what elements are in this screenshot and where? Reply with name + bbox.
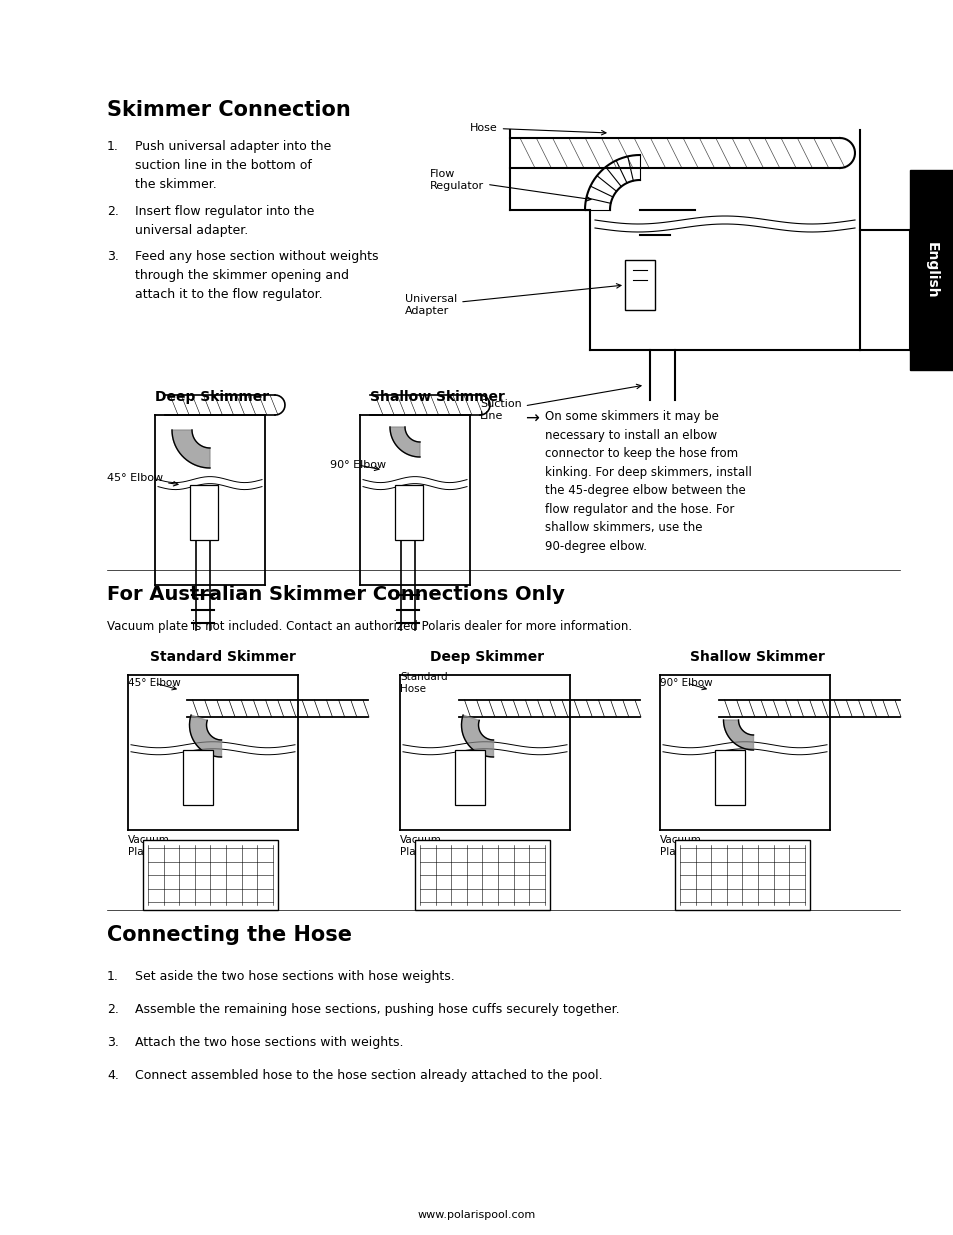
Text: 90° Elbow: 90° Elbow (659, 678, 712, 689)
Text: Shallow Skimmer: Shallow Skimmer (370, 390, 504, 404)
Text: 1.: 1. (107, 140, 119, 153)
Bar (190, 485, 218, 540)
Bar (415, 840, 550, 910)
Bar (143, 840, 277, 910)
Text: Insert flow regulator into the
universal adapter.: Insert flow regulator into the universal… (135, 205, 314, 237)
Text: For Australian Skimmer Connections Only: For Australian Skimmer Connections Only (107, 585, 564, 604)
Bar (183, 750, 213, 805)
Text: 3.: 3. (107, 1036, 119, 1049)
Text: 45° Elbow: 45° Elbow (128, 678, 180, 690)
Text: Feed any hose section without weights
through the skimmer opening and
attach it : Feed any hose section without weights th… (135, 249, 378, 301)
Text: 90° Elbow: 90° Elbow (330, 459, 386, 471)
Text: 3.: 3. (107, 249, 119, 263)
Bar (714, 750, 744, 805)
Text: Shallow Skimmer: Shallow Skimmer (689, 650, 824, 664)
Text: Vacuum plate is not included. Contact an authorized Polaris dealer for more info: Vacuum plate is not included. Contact an… (107, 620, 632, 634)
Polygon shape (461, 715, 493, 757)
Text: www.polarispool.com: www.polarispool.com (417, 1210, 536, 1220)
Text: English: English (924, 242, 938, 299)
Text: 2.: 2. (107, 205, 119, 219)
Polygon shape (190, 715, 221, 757)
Text: Push universal adapter into the
suction line in the bottom of
the skimmer.: Push universal adapter into the suction … (135, 140, 331, 191)
Text: Universal
Adapter: Universal Adapter (405, 284, 620, 316)
Bar (395, 485, 422, 540)
Text: Vacuum
Plate: Vacuum Plate (659, 835, 701, 857)
Text: On some skimmers it may be
necessary to install an elbow
connector to keep the h: On some skimmers it may be necessary to … (544, 410, 751, 552)
Polygon shape (390, 427, 419, 457)
Text: →: → (524, 410, 538, 429)
Text: Flow
Regulator: Flow Regulator (430, 169, 591, 201)
Text: Vacuum
Plate: Vacuum Plate (128, 835, 170, 857)
Text: Connect assembled hose to the hose section already attached to the pool.: Connect assembled hose to the hose secti… (135, 1070, 602, 1082)
Text: Connecting the Hose: Connecting the Hose (107, 925, 352, 945)
Text: 2.: 2. (107, 1003, 119, 1016)
Text: Attach the two hose sections with weights.: Attach the two hose sections with weight… (135, 1036, 403, 1049)
Text: Hose: Hose (470, 124, 605, 135)
Text: Deep Skimmer: Deep Skimmer (154, 390, 269, 404)
Text: Standard Skimmer: Standard Skimmer (150, 650, 295, 664)
Text: 1.: 1. (107, 969, 119, 983)
Text: Set aside the two hose sections with hose weights.: Set aside the two hose sections with hos… (135, 969, 455, 983)
Bar (624, 261, 655, 310)
Polygon shape (172, 430, 210, 468)
Text: Deep Skimmer: Deep Skimmer (430, 650, 543, 664)
Text: 45° Elbow: 45° Elbow (107, 473, 178, 485)
Text: Suction
Line: Suction Line (479, 384, 640, 421)
Text: 4.: 4. (107, 1070, 119, 1082)
Bar (675, 840, 809, 910)
Bar (455, 750, 484, 805)
Text: Standard
Hose: Standard Hose (399, 672, 447, 694)
Bar (909, 170, 953, 370)
Polygon shape (722, 720, 753, 750)
Text: Vacuum
Plate: Vacuum Plate (399, 835, 441, 857)
Text: Skimmer Connection: Skimmer Connection (107, 100, 351, 120)
Text: Assemble the remaining hose sections, pushing hose cuffs securely together.: Assemble the remaining hose sections, pu… (135, 1003, 619, 1016)
